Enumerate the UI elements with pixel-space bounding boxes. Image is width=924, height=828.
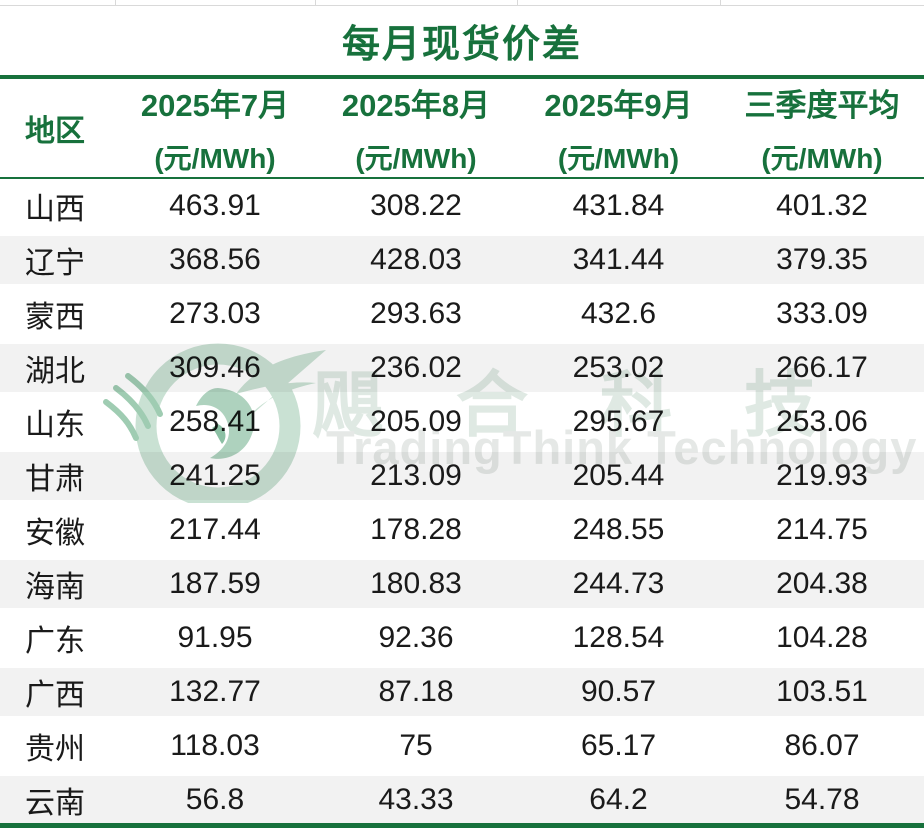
table-row: 广东 91.95 92.36 128.54 104.28 [0, 611, 924, 665]
header-column-3: 2025年9月 (元/MWh) [517, 79, 720, 177]
value-cell: 333.09 [776, 297, 868, 330]
value-cell: 368.56 [169, 243, 261, 276]
page-title: 每月现货价差 [341, 24, 582, 66]
table-row: 云南 56.8 43.33 64.2 54.78 [0, 773, 924, 827]
table-row: 广西 132.77 87.18 90.57 103.51 [0, 665, 924, 719]
value-cell: 253.06 [776, 405, 868, 438]
table-row: 贵州 118.03 75 65.17 86.07 [0, 719, 924, 773]
table-row: 辽宁 368.56 428.03 341.44 379.35 [0, 233, 924, 287]
value-cell: 432.6 [580, 297, 657, 330]
value-cell: 273.03 [169, 297, 261, 330]
value-cell: 241.25 [169, 459, 261, 492]
value-cell: 248.55 [572, 513, 665, 546]
header-column-label: 2025年8月 [341, 87, 491, 123]
value-cell: 86.07 [784, 729, 860, 762]
value-cell: 341.44 [572, 243, 665, 276]
value-cell: 132.77 [169, 675, 261, 708]
region-cell: 安徽 [25, 517, 85, 550]
table-row: 海南 187.59 180.83 244.73 204.38 [0, 557, 924, 611]
table-row: 湖北 309.46 236.02 253.02 266.17 [0, 341, 924, 395]
header-column-label: 2025年9月 [544, 87, 693, 123]
value-cell: 205.09 [370, 405, 462, 438]
region-cell: 广东 [25, 625, 85, 658]
value-cell: 205.44 [572, 459, 665, 492]
price-table-body: 山西 463.91 308.22 431.84 401.32 辽宁 368.56 428.03… [0, 179, 924, 827]
region-cell: 湖北 [25, 355, 85, 388]
value-cell: 401.32 [776, 189, 868, 222]
table-row: 蒙西 273.03 293.63 432.6 333.09 [0, 287, 924, 341]
value-cell: 56.8 [185, 783, 245, 816]
value-cell: 178.28 [370, 513, 462, 546]
value-cell: 75 [399, 729, 433, 762]
table-row: 山西 463.91 308.22 431.84 401.32 [0, 179, 924, 233]
region-cell: 辽宁 [25, 247, 85, 280]
value-cell: 213.09 [370, 459, 462, 492]
header-column-unit: (元/MWh) [355, 142, 477, 174]
header-column-2: 2025年8月 (元/MWh) [315, 79, 517, 177]
value-cell: 214.75 [776, 513, 868, 546]
region-cell: 蒙西 [25, 301, 85, 334]
gridline [315, 0, 316, 5]
value-cell: 308.22 [370, 189, 462, 222]
header-column-label: 三季度平均 [744, 87, 900, 123]
value-cell: 91.95 [177, 621, 253, 654]
value-cell: 219.93 [776, 459, 868, 492]
value-cell: 87.18 [378, 675, 454, 708]
gridline [115, 0, 116, 5]
header-column-unit: (元/MWh) [557, 142, 680, 174]
value-cell: 92.36 [378, 621, 454, 654]
value-cell: 187.59 [169, 567, 261, 600]
value-cell: 65.17 [580, 729, 657, 762]
value-cell: 463.91 [169, 189, 261, 222]
value-cell: 293.63 [370, 297, 462, 330]
value-cell: 217.44 [169, 513, 261, 546]
value-cell: 204.38 [776, 567, 868, 600]
value-cell: 103.51 [776, 675, 868, 708]
region-cell: 云南 [25, 787, 85, 820]
value-cell: 180.83 [370, 567, 462, 600]
header-column-label: 2025年7月 [140, 87, 290, 123]
table-row: 甘肃 241.25 213.09 205.44 219.93 [0, 449, 924, 503]
value-cell: 43.33 [378, 783, 454, 816]
spreadsheet-gridline-sliver [0, 0, 924, 6]
value-cell: 118.03 [170, 729, 260, 762]
value-cell: 253.02 [572, 351, 665, 384]
gridline [517, 0, 518, 5]
gridline [720, 0, 721, 5]
region-cell: 贵州 [25, 733, 85, 766]
region-cell: 山东 [25, 409, 85, 442]
value-cell: 54.78 [784, 783, 860, 816]
value-cell: 295.67 [572, 405, 665, 438]
value-cell: 428.03 [370, 243, 462, 276]
region-cell: 甘肃 [25, 463, 85, 496]
header-column-4: 三季度平均 (元/MWh) [720, 79, 924, 177]
table-header-row: 地区 2025年7月 (元/MWh) 2025年8月 (元/MWh) 2025年9月 (元… [0, 79, 924, 179]
header-column-1: 2025年7月 (元/MWh) [115, 79, 315, 177]
value-cell: 266.17 [776, 351, 868, 384]
region-cell: 广西 [25, 679, 85, 712]
bottom-green-border [0, 823, 924, 828]
value-cell: 236.02 [370, 351, 462, 384]
header-column-unit: (元/MWh) [154, 142, 276, 174]
value-cell: 258.41 [169, 405, 261, 438]
table-row: 山东 258.41 205.09 295.67 253.06 [0, 395, 924, 449]
value-cell: 104.28 [776, 621, 868, 654]
value-cell: 431.84 [572, 189, 665, 222]
value-cell: 90.57 [580, 675, 657, 708]
header-region: 地区 [25, 115, 85, 148]
value-cell: 309.46 [169, 351, 261, 384]
title-row: 每月现货价差 [0, 6, 924, 79]
value-cell: 128.54 [572, 621, 665, 654]
header-column-unit: (元/MWh) [761, 142, 883, 174]
value-cell: 379.35 [776, 243, 868, 276]
table-row: 安徽 217.44 178.28 248.55 214.75 [0, 503, 924, 557]
region-cell: 山西 [25, 193, 85, 226]
region-cell: 海南 [25, 571, 85, 604]
value-cell: 244.73 [572, 567, 665, 600]
value-cell: 64.2 [589, 783, 648, 816]
